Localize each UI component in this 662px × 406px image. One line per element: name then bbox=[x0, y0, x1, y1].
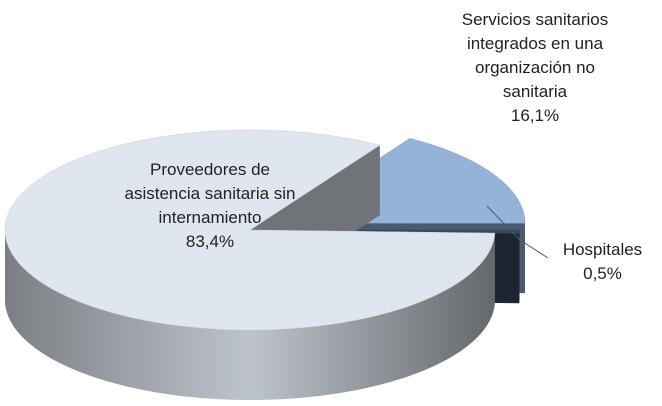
slice-label: Proveedores de asistencia sanitaria sin … bbox=[120, 158, 300, 254]
value-label: 83,4% bbox=[185, 232, 235, 251]
category-label: Proveedores de asistencia sanitaria sin … bbox=[124, 160, 296, 227]
slice-wall bbox=[5, 230, 495, 400]
leader-line bbox=[486, 205, 549, 259]
category-label: Servicios sanitarios integrados en una o… bbox=[461, 10, 609, 101]
slice-label: Hospitales 0,5% bbox=[545, 238, 660, 286]
category-label: Hospitales bbox=[562, 240, 643, 259]
slice-label: Servicios sanitarios integrados en una o… bbox=[430, 8, 640, 128]
slice bbox=[4, 129, 496, 331]
value-label: 0,5% bbox=[583, 264, 622, 283]
value-label: 16,1% bbox=[510, 106, 560, 125]
